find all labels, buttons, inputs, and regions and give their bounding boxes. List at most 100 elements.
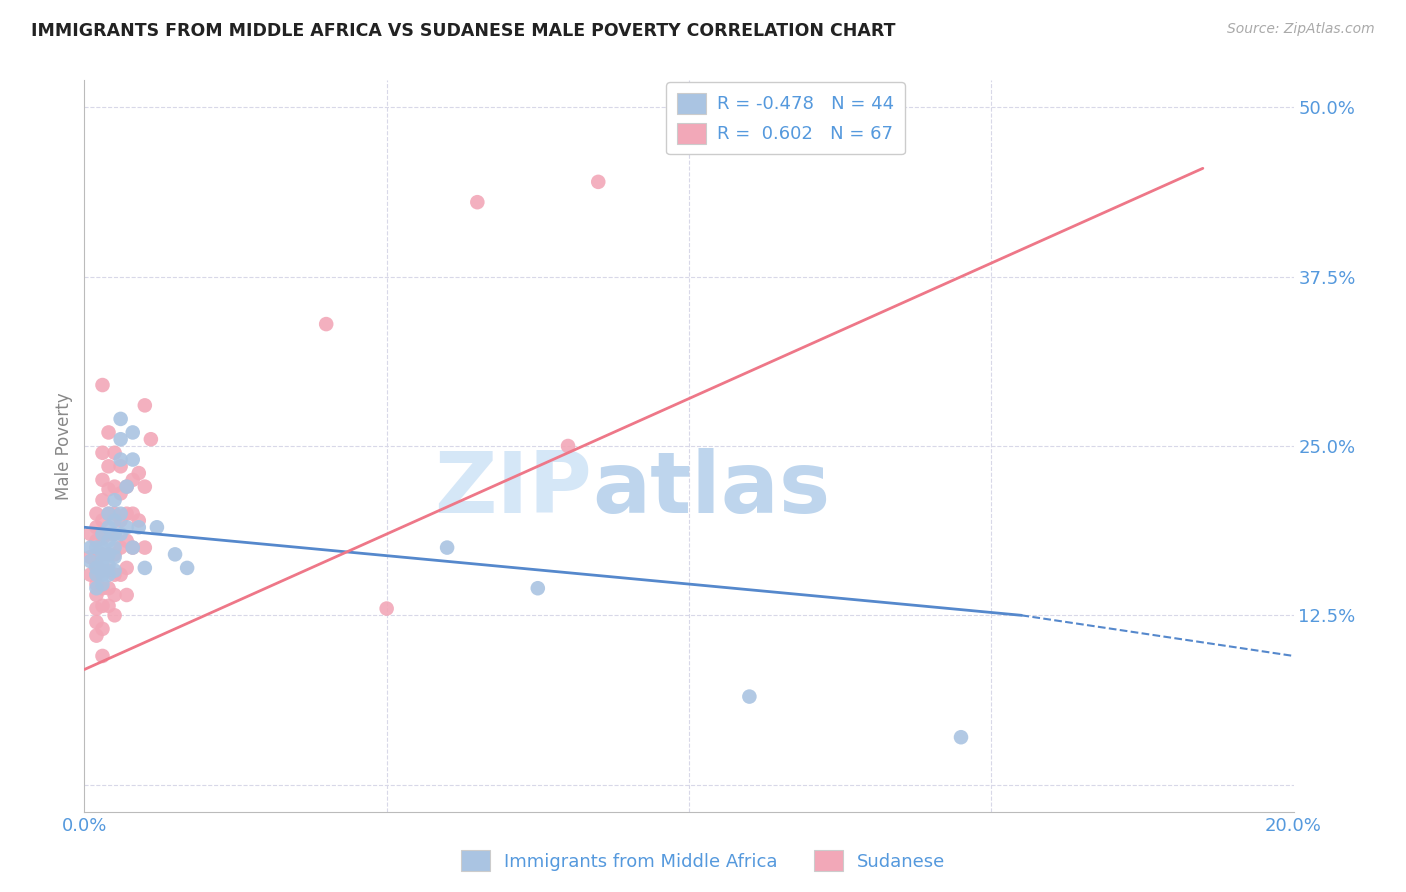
Point: [97, 507, 120, 521]
Point: [91, 577, 114, 591]
Point: [86, 588, 108, 602]
Point: [104, 480, 127, 494]
Point: [115, 588, 138, 602]
Point: [104, 493, 127, 508]
Point: [115, 561, 138, 575]
Point: [110, 527, 132, 541]
Point: [86, 558, 108, 573]
Point: [104, 588, 127, 602]
Point: [588, 175, 610, 189]
Point: [91, 599, 114, 613]
Point: [104, 547, 127, 561]
Point: [134, 398, 156, 412]
Point: [176, 561, 198, 575]
Point: [86, 577, 108, 591]
Point: [86, 547, 108, 561]
Point: [79, 550, 101, 565]
Point: [104, 446, 127, 460]
Point: [79, 541, 101, 555]
Point: [91, 531, 114, 545]
Point: [97, 564, 120, 578]
Point: [110, 452, 132, 467]
Point: [104, 507, 127, 521]
Point: [110, 541, 132, 555]
Point: [97, 581, 120, 595]
Point: [91, 514, 114, 528]
Point: [97, 520, 120, 534]
Point: [91, 622, 114, 636]
Text: IMMIGRANTS FROM MIDDLE AFRICA VS SUDANESE MALE POVERTY CORRELATION CHART: IMMIGRANTS FROM MIDDLE AFRICA VS SUDANES…: [31, 22, 896, 40]
Point: [557, 439, 579, 453]
Point: [110, 514, 132, 528]
Point: [86, 533, 108, 548]
Point: [128, 520, 150, 534]
Point: [165, 547, 187, 561]
Point: [121, 473, 143, 487]
Point: [86, 561, 108, 575]
Point: [104, 527, 127, 541]
Point: [91, 581, 114, 595]
Point: [146, 520, 169, 534]
Point: [79, 527, 101, 541]
Point: [91, 547, 114, 561]
Point: [115, 480, 138, 494]
Point: [86, 541, 108, 555]
Legend: Immigrants from Middle Africa, Sudanese: Immigrants from Middle Africa, Sudanese: [454, 843, 952, 879]
Point: [139, 432, 162, 446]
Point: [121, 425, 143, 440]
Point: [91, 541, 114, 555]
Point: [315, 317, 337, 331]
Point: [97, 507, 120, 521]
Point: [97, 459, 120, 474]
Point: [91, 493, 114, 508]
Point: [110, 432, 132, 446]
Point: [115, 480, 138, 494]
Point: [121, 507, 143, 521]
Point: [110, 486, 132, 500]
Point: [104, 567, 127, 582]
Point: [110, 459, 132, 474]
Point: [115, 520, 138, 534]
Point: [97, 483, 120, 497]
Point: [436, 541, 458, 555]
Point: [86, 615, 108, 629]
Point: [91, 527, 114, 541]
Point: [104, 564, 127, 578]
Point: [91, 378, 114, 392]
Point: [86, 567, 108, 582]
Point: [97, 547, 120, 561]
Point: [375, 601, 398, 615]
Point: [110, 567, 132, 582]
Point: [79, 554, 101, 568]
Point: [91, 473, 114, 487]
Point: [134, 541, 156, 555]
Point: [86, 520, 108, 534]
Point: [115, 507, 138, 521]
Point: [97, 599, 120, 613]
Point: [121, 541, 143, 555]
Point: [104, 527, 127, 541]
Point: [115, 533, 138, 548]
Point: [104, 608, 127, 623]
Point: [97, 567, 120, 582]
Point: [128, 514, 150, 528]
Point: [91, 567, 114, 582]
Text: atlas: atlas: [592, 449, 831, 532]
Point: [91, 547, 114, 561]
Point: [79, 567, 101, 582]
Point: [110, 507, 132, 521]
Point: [738, 690, 761, 704]
Point: [110, 412, 132, 426]
Point: [97, 533, 120, 548]
Point: [104, 514, 127, 528]
Text: ZIP: ZIP: [434, 449, 592, 532]
Point: [91, 554, 114, 568]
Point: [128, 466, 150, 480]
Y-axis label: Male Poverty: Male Poverty: [55, 392, 73, 500]
Point: [134, 561, 156, 575]
Legend: R = -0.478   N = 44, R =  0.602   N = 67: R = -0.478 N = 44, R = 0.602 N = 67: [666, 82, 905, 154]
Point: [91, 564, 114, 578]
Point: [86, 629, 108, 643]
Point: [121, 452, 143, 467]
Point: [91, 446, 114, 460]
